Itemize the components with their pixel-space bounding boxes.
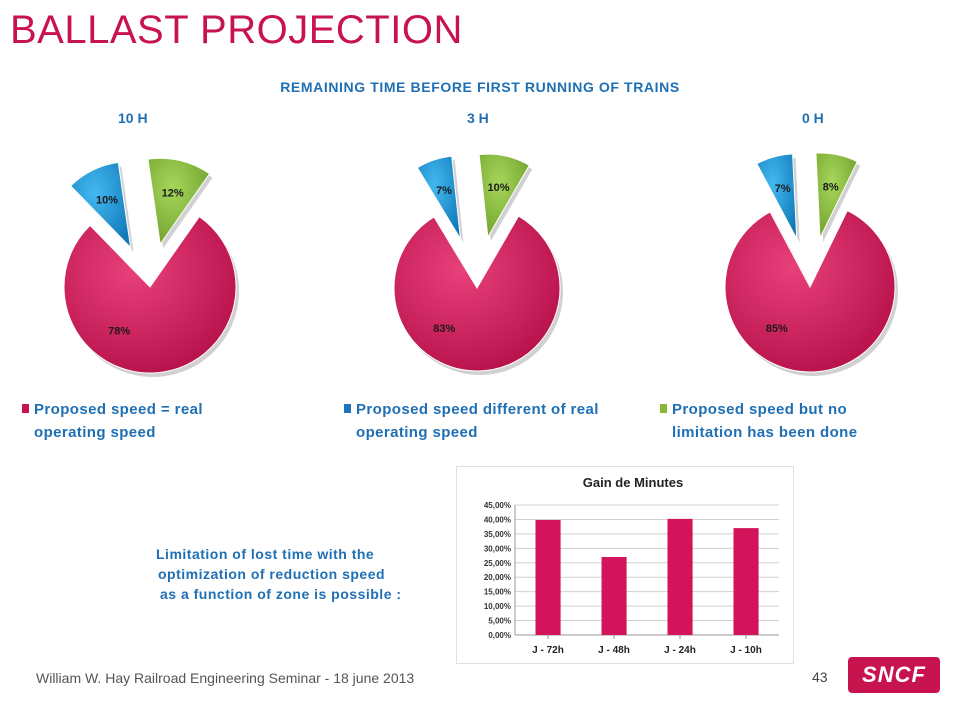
legend-item-real-speed: Proposed speed = real operating speed [22,398,242,446]
pie-slice-wedge [815,152,858,239]
legend-swatch-blue [344,404,351,413]
bar-2 [667,518,693,635]
pie-title-10h: 10 H [118,110,148,126]
y-tick-label: 5,00% [488,617,511,626]
pie-slice: 7% [416,155,464,243]
legend-item-no-limitation: Proposed speed but no limitation has bee… [660,398,890,446]
pie-slice-wedge [147,157,211,246]
bar-1 [601,557,627,635]
y-tick-label: 10,00% [484,602,511,611]
x-tick-label: J - 72h [532,645,564,656]
pie-slice-wedge [478,153,530,239]
bar-chart-panel: Gain de Minutes 0,00% 5,00% 10,00% 15,00% 20,… [456,466,794,664]
pie-slice-wedge [393,215,561,372]
legend-label: Proposed speed different of real operati… [356,401,599,441]
pie-chart-2: 85% 7% 8% [724,152,898,376]
pie-slice-label: 8% [823,181,839,193]
y-tick-label: 30,00% [484,544,511,553]
pie-slice-wedge [63,215,237,374]
legend-swatch-green [660,404,667,413]
pie-slice-wedge [724,209,896,373]
y-tick-label: 25,00% [484,559,511,568]
pie-slice-label: 7% [436,185,452,197]
pie-slice: 7% [756,153,800,243]
pie-slice: 78% [63,215,240,377]
legend-label: Proposed speed = real operating speed [34,401,203,441]
legend-label: Proposed speed but no limitation has bee… [672,401,858,441]
pie-slice-label: 12% [162,187,184,199]
slide-title: BALLAST PROJECTION [10,8,463,52]
pie-chart-1: 83% 7% 10% [393,153,563,375]
y-tick-label: 35,00% [484,530,511,539]
limitation-line-2: optimization of reduction speed [158,566,386,582]
pie-slice-wedge [756,153,798,240]
pie-slice-wedge [416,155,461,239]
pie-slice-label: 78% [108,326,130,338]
legend-swatch-red [22,404,29,413]
limitation-line-3: as a function of zone is possible : [160,586,402,602]
y-tick-label: 15,00% [484,588,511,597]
y-tick-label: 45,00% [484,501,511,510]
legend-item-different-speed: Proposed speed different of real operati… [344,398,604,446]
pie-slice-label: 83% [433,323,455,335]
sncf-logo: SNCF [848,657,940,693]
pie-slice-label: 10% [96,195,118,207]
pie-slice-label: 85% [766,323,788,335]
pie-charts: 78% 10% 12% 83% 7% 10% 85% 7% 8% [63,152,898,377]
limitation-note: Limitation of lost time with the optimiz… [150,544,450,604]
pie-slice: 8% [815,152,861,243]
pie-title-3h: 3 H [467,110,489,126]
pie-slice-wedge [69,161,132,249]
chart-subtitle: REMAINING TIME BEFORE FIRST RUNNING OF T… [280,79,680,95]
pie-chart-0: 78% 10% 12% [63,157,240,377]
pie-slice: 10% [478,153,533,242]
limitation-line-1: Limitation of lost time with the [156,546,375,562]
y-tick-label: 20,00% [484,573,511,582]
pie-title-0h: 0 H [802,110,824,126]
footer-text: William W. Hay Railroad Engineering Semi… [36,670,415,686]
pie-slice: 10% [69,161,134,252]
page-number: 43 [812,669,828,685]
x-tick-label: J - 48h [598,645,630,656]
x-tick-label: J - 24h [664,645,696,656]
pie-slice: 83% [393,215,563,375]
logo-text: SNCF [862,662,926,687]
bar-chart-title: Gain de Minutes [583,475,683,490]
pie-slice: 12% [147,157,213,249]
bar-0 [535,520,561,635]
pie-slice: 85% [724,209,898,376]
y-tick-label: 40,00% [484,515,511,524]
y-tick-label: 0,00% [488,631,511,640]
x-tick-label: J - 10h [730,645,762,656]
pie-slice-label: 7% [775,183,791,195]
pie-slice-label: 10% [487,182,509,194]
bar-chart: Gain de Minutes 0,00% 5,00% 10,00% 15,00% 20,… [484,475,779,656]
bar-3 [733,528,759,635]
